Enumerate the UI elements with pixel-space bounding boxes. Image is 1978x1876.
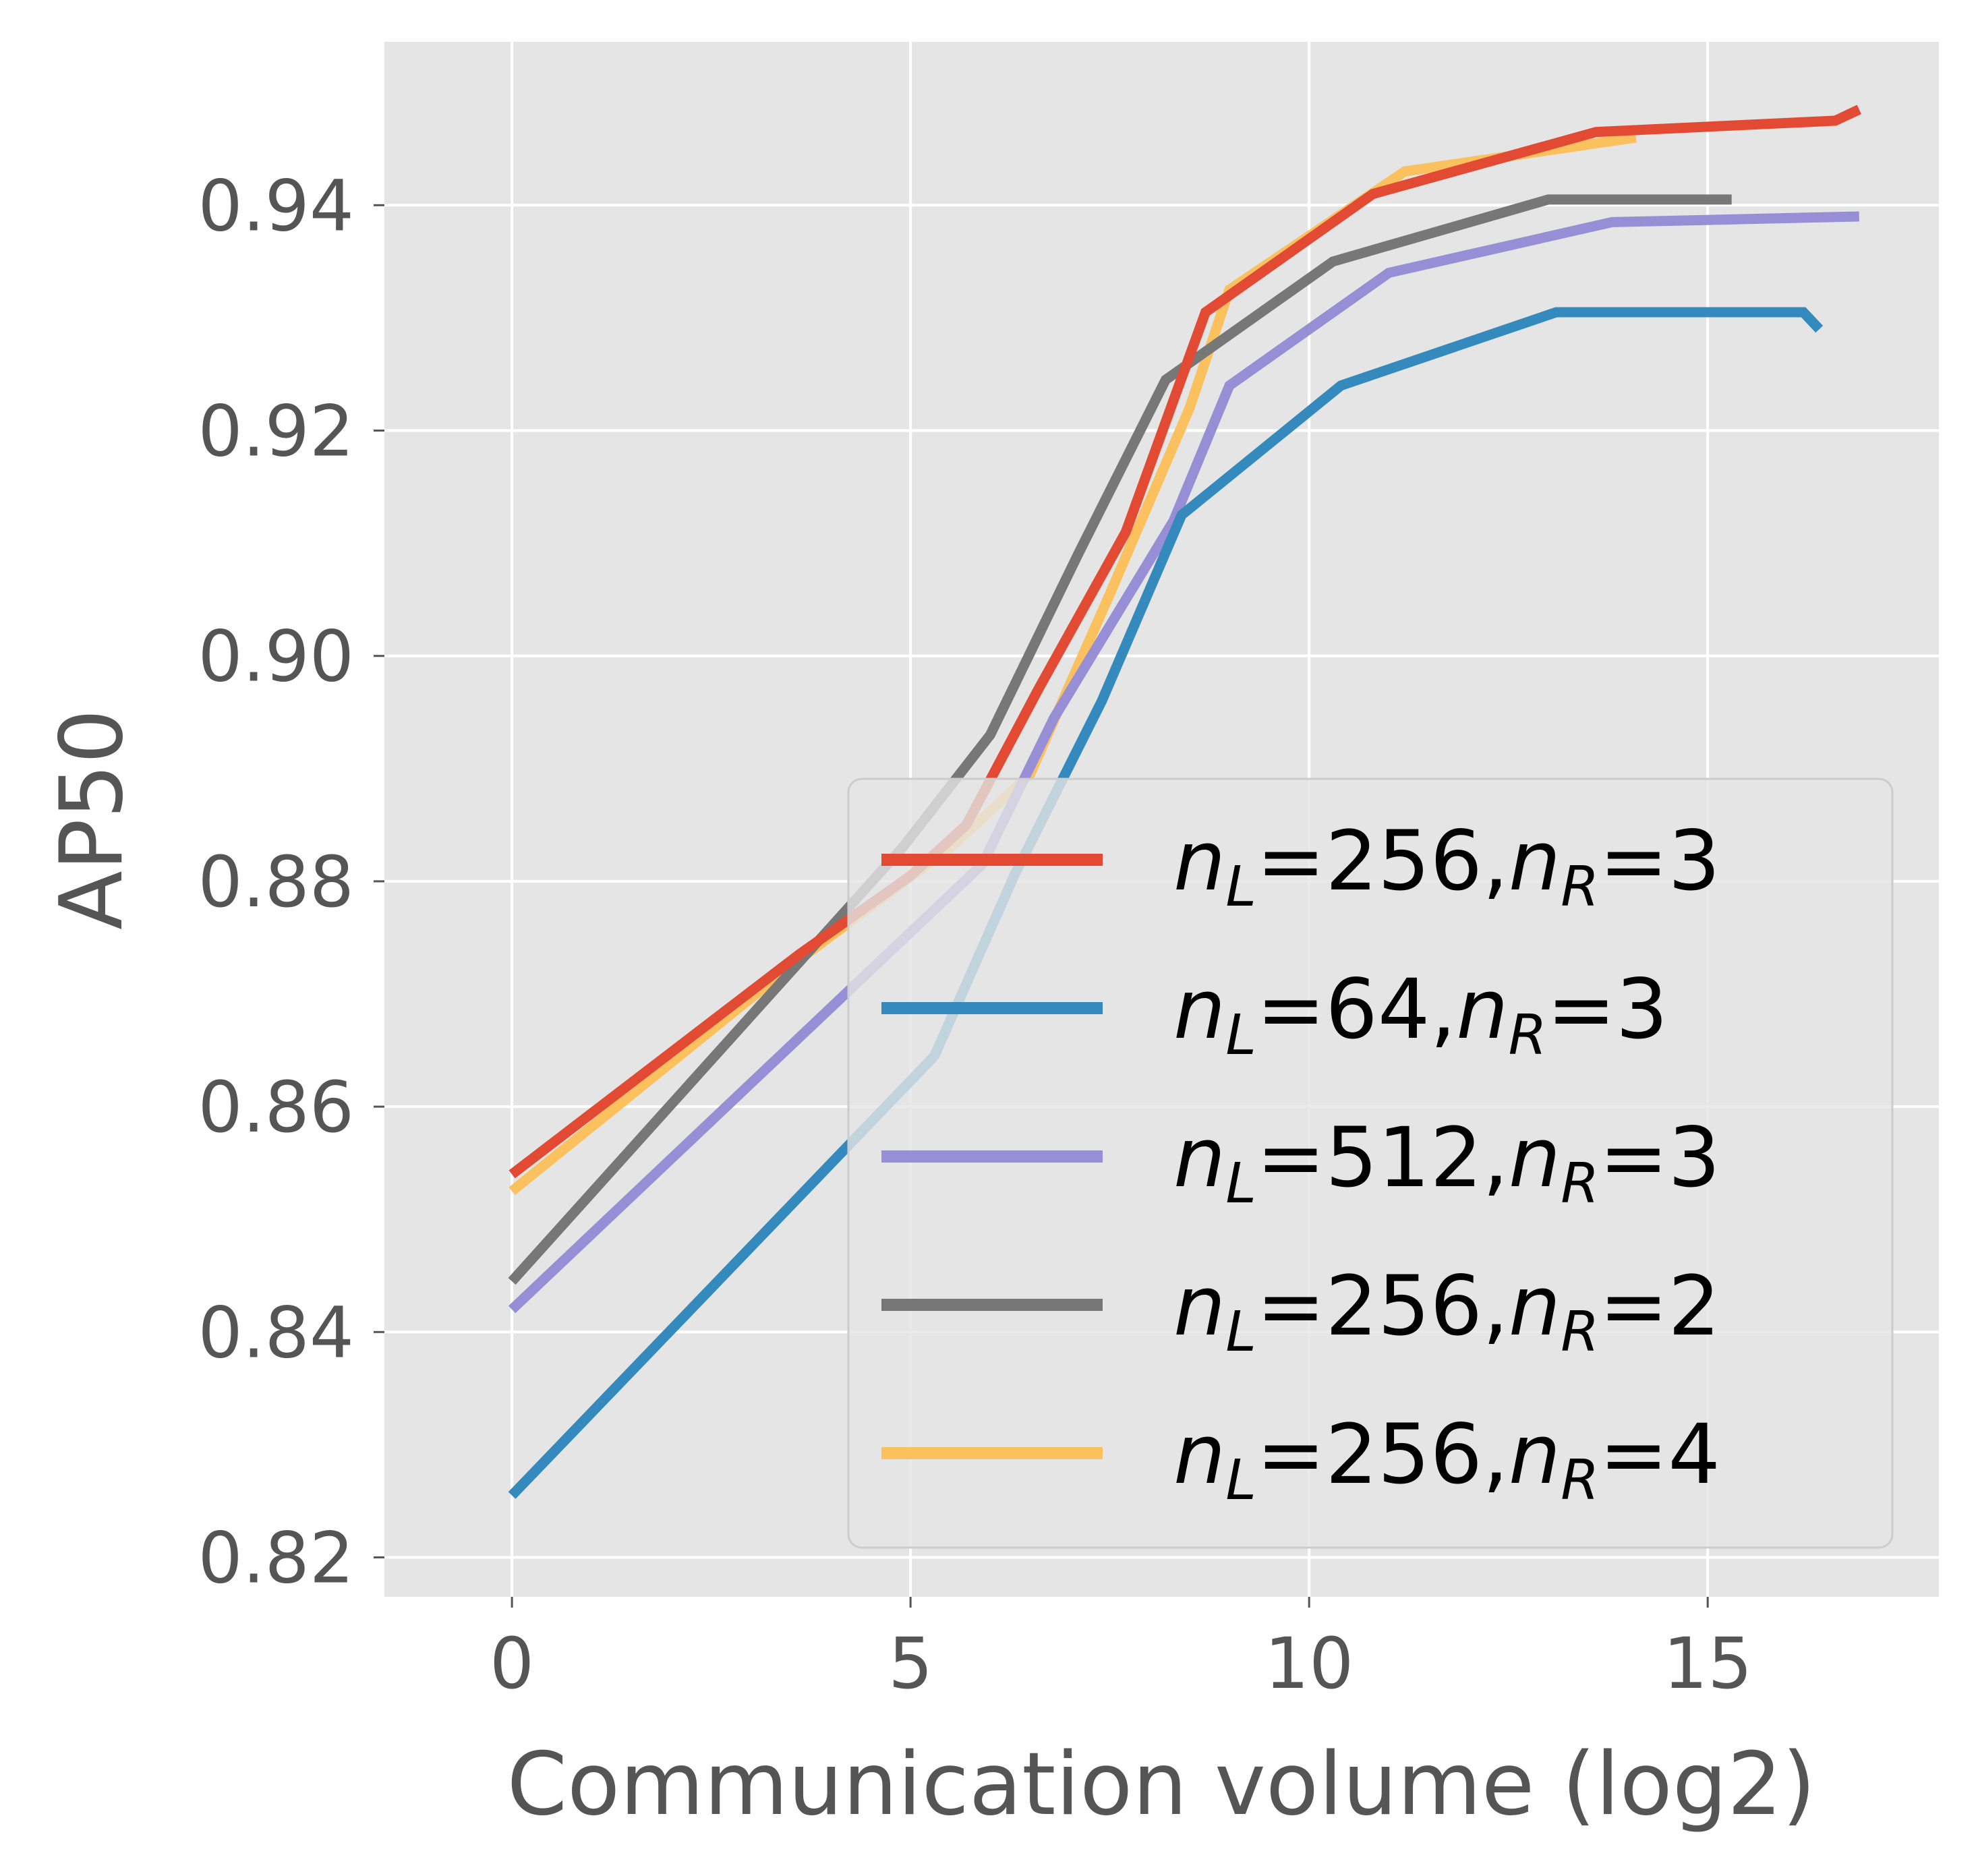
y-tick-label: 0.86 [198,1066,354,1148]
legend: nL=256,nR=3 nL=64,nR=3 nL=512,nR=3 nL=256,n… [847,778,1894,1549]
legend-label-2: nL=512,nR=3 [1173,1110,1720,1216]
legend-label-1: nL=64,nR=3 [1173,962,1668,1067]
x-tick-label: 5 [888,1622,933,1705]
y-tick-label: 0.84 [198,1291,354,1374]
ticks-group: 0 5 10 15 0.82 0.84 0.86 0.88 0.90 0.92 0.94 [198,165,1752,1705]
y-tick-label: 0.92 [198,390,354,473]
x-axis-label: Communication volume (log2) [507,1734,1816,1835]
legend-label-0: nL=256,nR=3 [1173,813,1720,919]
legend-label-4: nL=256,nR=4 [1173,1407,1720,1513]
y-tick-label: 0.90 [198,616,354,698]
legend-label-3: nL=256,nR=2 [1173,1258,1720,1364]
y-tick-label: 0.94 [198,165,354,247]
x-tick-label: 15 [1663,1622,1752,1705]
y-tick-label: 0.88 [198,841,354,923]
y-axis-label: AP50 [42,709,142,930]
legend-box [847,778,1894,1549]
x-tick-label: 10 [1264,1622,1354,1705]
y-tick-label: 0.82 [198,1517,354,1600]
x-tick-label: 0 [490,1622,534,1705]
